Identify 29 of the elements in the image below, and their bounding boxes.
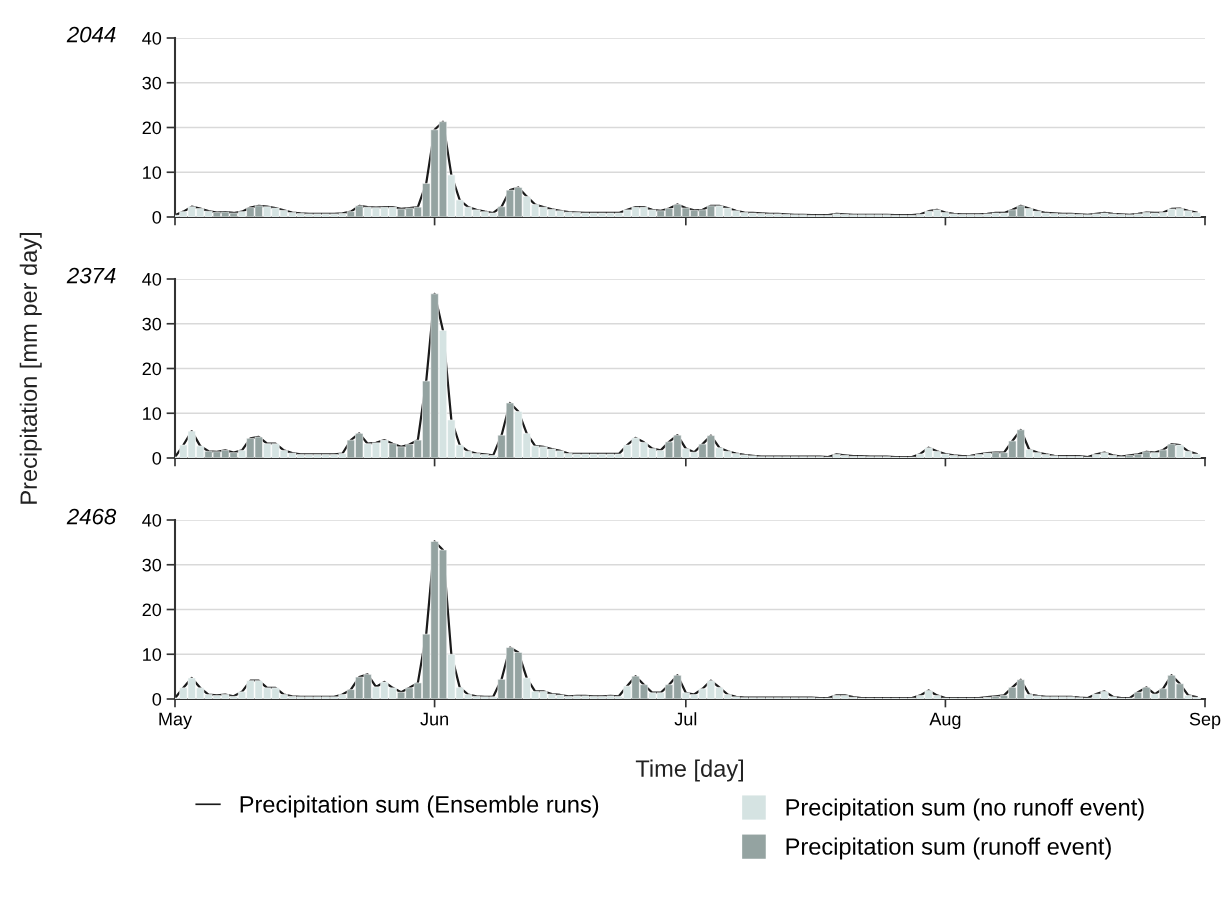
y-tick-label: 20	[142, 362, 162, 376]
y-tick-label: 0	[152, 451, 162, 465]
y-tick-label: 30	[142, 558, 162, 572]
x-tick-label: Jul	[674, 712, 697, 726]
x-tick-label: May	[159, 712, 193, 730]
y-tick-label: 20	[142, 603, 162, 617]
legend-label: Precipitation sum (runoff event)	[786, 837, 1111, 860]
legend-label: Precipitation sum (Ensemble runs)	[240, 795, 599, 818]
x-axis-title: Time [day]	[635, 759, 743, 782]
y-tick-label: 10	[143, 166, 162, 179]
y-tick-label: 10	[143, 648, 162, 661]
y-tick-label: 40	[142, 31, 162, 45]
chart-title: 2374	[66, 267, 116, 284]
chart-title: 2044	[66, 26, 116, 43]
y-tick-label: 30	[142, 76, 162, 90]
y-tick-label: 20	[142, 121, 162, 135]
y-tick-label: 40	[142, 272, 162, 286]
y-axis-title: Precipitation [mm per day]	[19, 233, 42, 504]
x-tick-label: Aug	[929, 712, 961, 730]
x-tick-label: Sep	[1189, 712, 1221, 730]
y-tick-label: 40	[142, 513, 162, 527]
y-tick-label: 30	[142, 317, 162, 331]
legend-label: Precipitation sum (no runoff event)	[786, 798, 1144, 821]
line-series	[175, 540, 1198, 699]
y-tick-label: 0	[152, 692, 162, 706]
chart-title: 2468	[66, 508, 117, 525]
x-tick-label: Jun	[420, 712, 448, 726]
y-tick-label: 10	[143, 407, 162, 420]
y-tick-label: 0	[152, 210, 162, 224]
